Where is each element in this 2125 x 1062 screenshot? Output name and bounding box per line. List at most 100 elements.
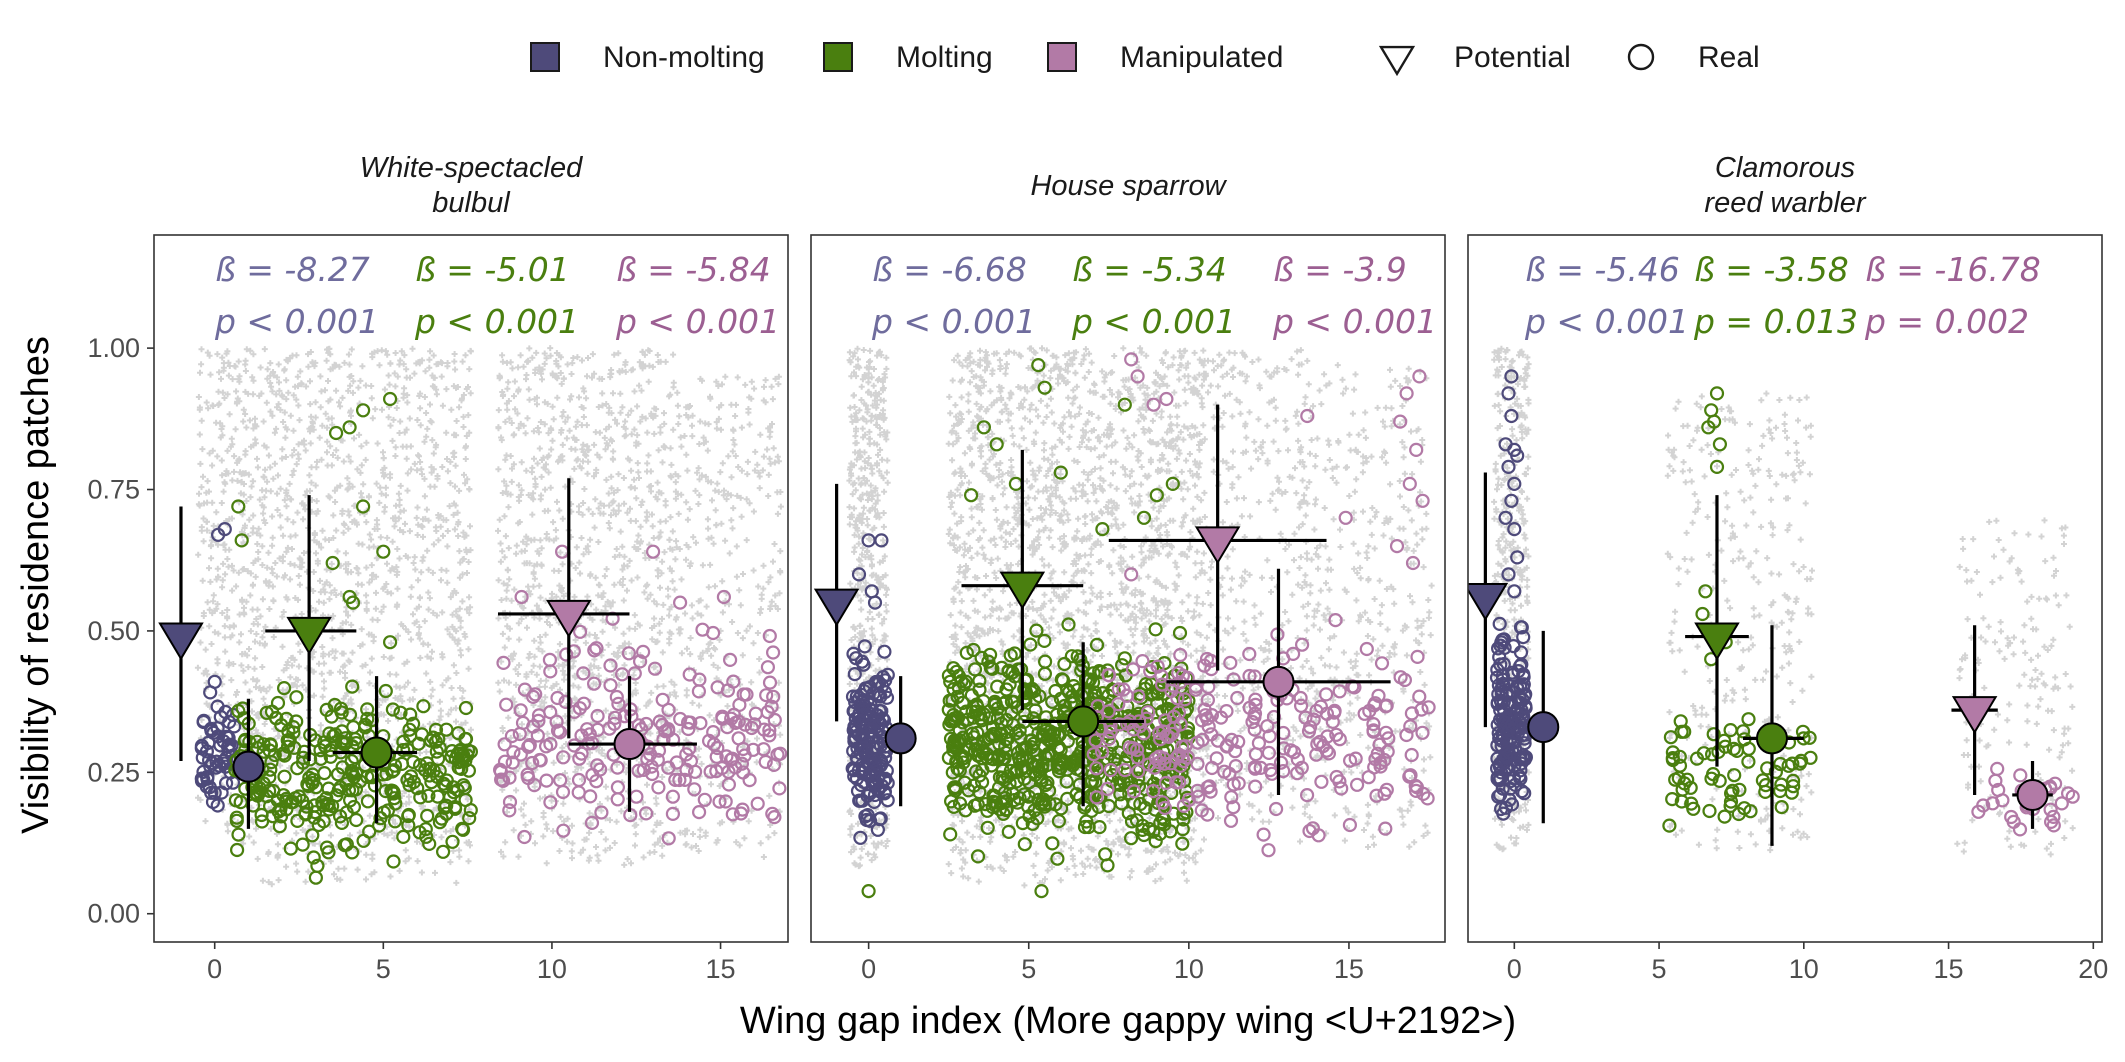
real-point (1495, 632, 1510, 648)
real-point (1017, 837, 1032, 852)
real-point (1121, 806, 1136, 821)
real-point (426, 730, 441, 745)
real-point (1036, 792, 1051, 807)
real-point (432, 740, 447, 755)
real-point (1003, 648, 1018, 663)
real-point (590, 708, 605, 724)
real-point (386, 785, 401, 800)
real-point (720, 683, 736, 698)
marker-non-molting-potential (813, 588, 860, 627)
real-point (383, 635, 398, 650)
real-point (1741, 741, 1756, 756)
real-point (1014, 742, 1030, 757)
real-point (1135, 818, 1150, 833)
real-point (1380, 744, 1395, 759)
marker-molting-real (1755, 722, 1788, 755)
real-point (760, 660, 776, 675)
real-points-molting (1662, 386, 1818, 833)
real-point (683, 715, 698, 730)
y-tick-label: 0.25 (87, 757, 140, 787)
real-point (968, 764, 984, 779)
real-point (610, 760, 625, 775)
real-point (1126, 784, 1142, 799)
real-point (339, 837, 354, 852)
real-point (194, 738, 209, 754)
real-point (1138, 800, 1153, 816)
real-point (1366, 716, 1381, 732)
real-point (319, 840, 335, 855)
real-point (521, 739, 536, 754)
real-point (1223, 655, 1238, 671)
real-point (714, 760, 730, 776)
real-point (1060, 791, 1075, 807)
real-point (1073, 790, 1088, 805)
real-point (1332, 684, 1347, 699)
real-point (1089, 761, 1104, 776)
real-point (970, 797, 985, 812)
marker-non-molting-real (1527, 711, 1560, 744)
real-point (502, 803, 517, 818)
real-point (1496, 806, 1511, 821)
real-point (1124, 567, 1139, 582)
real-point (1253, 760, 1268, 776)
real-point (1732, 782, 1747, 797)
real-point (506, 745, 521, 760)
real-point (1701, 420, 1716, 435)
real-point (290, 761, 305, 776)
real-point (614, 667, 630, 682)
real-point (1662, 818, 1677, 833)
real-point (948, 780, 963, 795)
x-tick-label: 0 (1507, 954, 1522, 984)
real-point (1517, 752, 1532, 767)
real-point (1403, 719, 1418, 734)
real-point (513, 703, 528, 718)
real-point (737, 748, 752, 763)
legend-label-real: Real (1698, 41, 1760, 74)
stat-beta-molting: ß = -3.58 (1694, 250, 1849, 289)
real-point (512, 726, 527, 742)
real-point (877, 644, 892, 659)
marker-non-molting-potential (1468, 582, 1509, 621)
real-point (461, 763, 476, 778)
real-point (436, 844, 451, 859)
stat-beta-non-molting: ß = -8.27 (215, 250, 370, 289)
real-point (739, 687, 754, 702)
real-point (1015, 815, 1030, 831)
real-point (1023, 637, 1038, 652)
real-point (1510, 448, 1525, 463)
real-point (1064, 649, 1080, 664)
real-point (876, 712, 891, 727)
real-point (1228, 758, 1243, 774)
real-point (1702, 803, 1717, 819)
real-point (196, 764, 211, 780)
real-point (1050, 741, 1066, 756)
real-point (1117, 397, 1132, 412)
real-point (349, 812, 364, 828)
real-point (1038, 777, 1053, 793)
real-point (1158, 775, 1174, 791)
real-point (2054, 796, 2069, 811)
real-point (378, 683, 393, 699)
real-point (1290, 752, 1305, 767)
real-point (1495, 676, 1511, 692)
real-point (1502, 696, 1517, 711)
stat-p-non-molting: p < 0.001 (871, 302, 1036, 341)
real-point (445, 834, 460, 849)
real-point (1057, 656, 1072, 672)
real-point (1502, 781, 1518, 796)
real-point (385, 702, 400, 717)
real-point (1696, 746, 1712, 761)
real-point (1086, 747, 1101, 762)
real-point (455, 754, 470, 769)
real-point (270, 793, 285, 808)
real-point (1165, 678, 1180, 693)
real-point (1130, 750, 1145, 765)
real-point (632, 654, 648, 669)
real-point (1665, 791, 1680, 807)
real-point (1378, 725, 1394, 740)
real-point (1054, 672, 1069, 687)
real-point (1000, 769, 1016, 784)
x-tick-label: 10 (1789, 954, 1819, 984)
real-point (1123, 831, 1139, 846)
